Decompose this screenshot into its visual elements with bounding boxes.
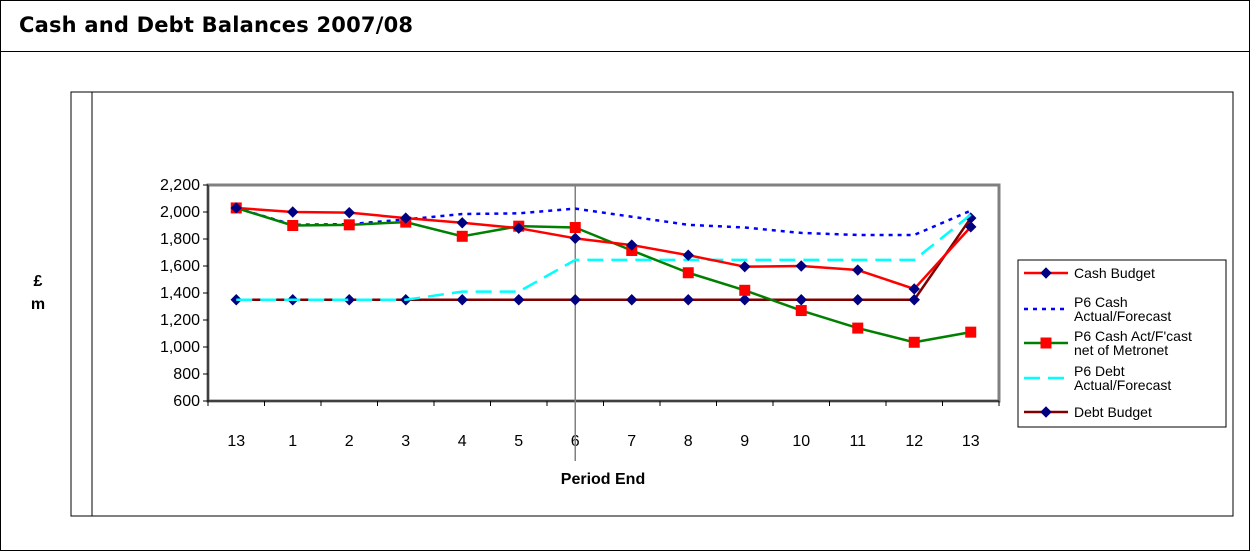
legend-swatch-marker xyxy=(1040,267,1052,279)
y-tick-label: 800 xyxy=(173,366,200,383)
series-point xyxy=(626,239,638,251)
series-point xyxy=(569,294,581,306)
series-point xyxy=(739,260,751,273)
series-point xyxy=(343,206,355,219)
y-axis-label-line-1: £ xyxy=(34,273,43,290)
x-tick-label: 5 xyxy=(514,433,523,450)
series-line xyxy=(235,206,971,344)
series-point xyxy=(852,264,864,276)
series-point xyxy=(965,326,977,338)
series-point xyxy=(287,220,299,231)
x-tick-label: 3 xyxy=(401,433,410,450)
series-point xyxy=(513,222,525,234)
legend-label-line-1: P6 Cash Act/F'cast xyxy=(1074,328,1192,344)
x-tick-label: 10 xyxy=(792,433,810,450)
y-tick-label: 1,600 xyxy=(160,258,200,275)
series-point xyxy=(795,305,807,317)
series-point xyxy=(682,249,694,261)
series-group xyxy=(230,202,977,348)
y-ticks: 600 800 1,000 1,200 1,400 1,600 1,800 2,000 2,20… xyxy=(160,177,208,410)
x-axis-label: Period End xyxy=(561,471,645,488)
series-point xyxy=(739,284,751,296)
y-tick-label: 600 xyxy=(173,393,200,410)
series-line xyxy=(236,206,972,291)
page-title: Cash and Debt Balances 2007/08 xyxy=(19,13,414,37)
y-tick-label: 1,000 xyxy=(160,339,200,356)
series-point xyxy=(908,294,920,306)
legend-label-line-1: P6 Cash xyxy=(1074,294,1128,310)
series-point xyxy=(795,260,807,272)
series-line xyxy=(236,213,972,301)
series-point xyxy=(456,230,468,242)
legend-entry-0: Cash Budget xyxy=(1024,265,1155,281)
x-tick-label: 12 xyxy=(905,433,923,450)
legend-entry-4: Debt Budget xyxy=(1024,404,1152,420)
legend-label-line-1: P6 Debt xyxy=(1074,363,1125,379)
legend-label: Debt Budget xyxy=(1074,404,1152,420)
legend-label-line-2: net of Metronet xyxy=(1074,342,1168,358)
x-tick-label: 8 xyxy=(684,433,693,450)
series-point xyxy=(795,294,807,306)
y-tick-label: 1,200 xyxy=(160,312,200,329)
series-point xyxy=(343,219,355,231)
plot-area xyxy=(206,183,1001,403)
x-tick-label: 13 xyxy=(227,433,245,450)
series-point xyxy=(456,217,468,229)
series-point xyxy=(682,294,694,306)
x-tick-label: 1 xyxy=(288,433,297,450)
legend-label: Cash Budget xyxy=(1074,265,1155,281)
series-point xyxy=(682,267,694,279)
title-bar: Cash and Debt Balances 2007/08 xyxy=(1,1,1249,52)
series-point xyxy=(569,232,581,245)
series-1 xyxy=(235,206,972,237)
legend-swatch-marker xyxy=(1040,337,1052,349)
legend-label-line-2: Actual/Forecast xyxy=(1074,308,1171,324)
series-point xyxy=(739,294,751,306)
series-3 xyxy=(236,213,972,301)
legend-swatch-marker xyxy=(1040,406,1052,418)
y-tick-label: 1,400 xyxy=(160,285,200,302)
x-tick-label: 7 xyxy=(627,433,636,450)
y-tick-label: 2,000 xyxy=(160,204,200,221)
series-point xyxy=(852,294,864,306)
series-point xyxy=(456,294,468,306)
x-ticks: 1312345678910111213 xyxy=(207,401,1000,450)
series-point xyxy=(287,206,299,218)
series-point xyxy=(965,221,977,233)
x-tick-label: 2 xyxy=(345,433,354,450)
series-point xyxy=(343,294,355,306)
series-0 xyxy=(230,202,977,295)
series-point xyxy=(400,212,412,224)
series-point xyxy=(513,294,525,306)
series-point xyxy=(626,294,638,306)
series-point xyxy=(908,336,920,348)
series-point xyxy=(230,202,242,214)
series-point xyxy=(852,322,864,334)
series-line xyxy=(235,206,972,237)
y-tick-label: 2,200 xyxy=(160,177,200,194)
series-point xyxy=(908,283,920,295)
x-tick-label: 13 xyxy=(962,433,980,450)
legend-label-line-2: Actual/Forecast xyxy=(1074,377,1171,393)
series-point xyxy=(569,222,581,234)
x-tick-label: 4 xyxy=(458,433,467,450)
x-tick-label: 9 xyxy=(740,433,749,450)
y-axis-label-line-2: m xyxy=(31,296,45,313)
y-tick-label: 1,800 xyxy=(160,231,200,248)
x-tick-label: 11 xyxy=(849,433,866,450)
